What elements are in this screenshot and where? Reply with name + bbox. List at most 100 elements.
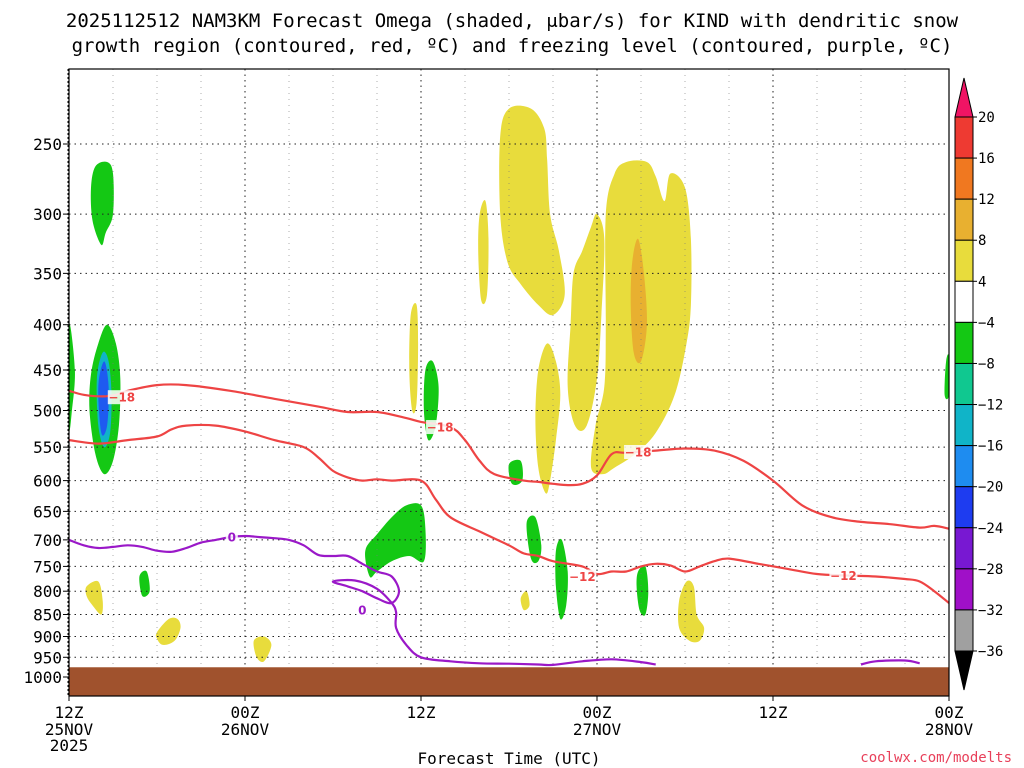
y-tick-label-8: 650 (33, 502, 62, 521)
colorbar-swatch-0 (954, 116, 974, 159)
colorbar-swatch-8 (954, 445, 974, 488)
omega-region-10 (555, 538, 568, 620)
x-tick-label-5-0: 00Z (935, 703, 964, 722)
plot-area: −18 −18 −18 −12 −12 0 0 (69, 69, 949, 696)
y-tick-label-7: 600 (33, 472, 62, 491)
colorbar-swatch-4 (954, 280, 974, 323)
colorbar-swatch-12 (954, 609, 974, 652)
colorbar-label-11: −28 (978, 562, 1003, 578)
contour-label-bg-1 (426, 420, 455, 435)
omega-region-3 (98, 361, 109, 436)
x-tick-label-0-1: 25NOV (45, 720, 94, 739)
contour-0 (69, 383, 949, 530)
colorbar-label-4: 4 (978, 274, 986, 290)
omega-region-5 (139, 570, 150, 597)
omega-region-11 (636, 565, 649, 616)
y-tick-label-5: 500 (33, 402, 62, 421)
colorbar-label-7: −12 (978, 398, 1003, 414)
y-tick-label-2: 350 (33, 264, 62, 283)
omega-region-23 (678, 580, 705, 643)
x-tick-label-1-1: 26NOV (221, 720, 270, 739)
y-tick-label-12: 850 (33, 606, 62, 625)
contour-3 (860, 659, 920, 666)
colorbar-label-8: −16 (978, 439, 1003, 455)
omega-shading-layer (69, 105, 949, 663)
x-tick-label-0-2: 2025 (50, 736, 89, 755)
omega-region-21 (253, 636, 272, 663)
contour-label-0: −18 (108, 391, 135, 405)
colorbar-label-5: −4 (978, 315, 995, 331)
y-tick-label-15: 1000 (23, 668, 62, 687)
ground-surface (69, 667, 949, 696)
colorbar-swatch-5 (954, 321, 974, 364)
x-axis-label: Forecast Time (UTC) (417, 749, 600, 768)
omega-region-9 (526, 515, 542, 564)
omega-region-7 (365, 503, 426, 578)
contour-label-1: −18 (427, 421, 454, 435)
omega-region-0 (90, 161, 114, 246)
colorbar-label-10: −24 (978, 521, 1003, 537)
plot-frame (68, 68, 950, 697)
omega-region-12 (944, 354, 949, 400)
contour-label-6: 0 (358, 603, 366, 617)
omega-region-22 (520, 591, 530, 611)
contour-label-4: −12 (830, 569, 857, 583)
omega-region-15 (409, 302, 419, 414)
colorbar-swatch-2 (954, 198, 974, 241)
colorbar-label-9: −20 (978, 480, 1003, 496)
colorbar-swatch-3 (954, 239, 974, 282)
colorbar-label-12: −32 (978, 603, 1003, 619)
y-tick-label-11: 800 (33, 582, 62, 601)
colorbar-label-1: 16 (978, 151, 995, 167)
y-tick-label-3: 400 (33, 316, 62, 335)
omega-region-24 (630, 238, 647, 364)
contour-label-bg-5 (225, 530, 238, 545)
colorbar-label-3: 8 (978, 233, 986, 249)
contour-label-3: −12 (569, 570, 596, 584)
colorbar-swatch-11 (954, 568, 974, 611)
colorbar-bottom-arrow (954, 650, 974, 691)
contour-label-bg-0 (107, 390, 136, 405)
colorbar-swatch-7 (954, 404, 974, 447)
contour-label-layer: −18 −18 −18 −12 −12 0 0 (107, 390, 858, 617)
contour-layer (69, 383, 949, 667)
x-tick-label-0-0: 12Z (55, 703, 84, 722)
contour-label-bg-2 (624, 445, 653, 460)
chart-title: 2025112512 NAM3KM Forecast Omega (shaded… (66, 10, 959, 32)
y-tick-label-6: 550 (33, 438, 62, 457)
omega-region-16 (535, 343, 561, 494)
colorbar-swatch-10 (954, 527, 974, 570)
x-tick-label-2-0: 12Z (407, 703, 436, 722)
x-tick-label-1-0: 00Z (231, 703, 260, 722)
y-axis-ticks: 250 300 350 400 450 500 550 600 650 700 750 800 850 9… (23, 135, 69, 687)
x-tick-label-3-0: 00Z (583, 703, 612, 722)
colorbar-label-2: 12 (978, 192, 995, 208)
contour-label-bg-6 (356, 602, 369, 617)
colorbar-swatch-9 (954, 486, 974, 529)
colorbar: 20 16 12 8 4 −4 −8 −12 −16 −20 −24 −28 −32 −36 (954, 77, 1003, 691)
contour-label-5: 0 (228, 531, 236, 545)
colorbar-label-13: −36 (978, 644, 1003, 660)
omega-region-4 (69, 323, 75, 431)
y-tick-label-9: 700 (33, 531, 62, 550)
contour-label-bg-4 (829, 568, 858, 583)
y-tick-label-0: 250 (33, 135, 62, 154)
colorbar-label-0: 20 (978, 110, 995, 126)
omega-region-14 (478, 200, 489, 305)
x-tick-label-3-1: 27NOV (573, 720, 622, 739)
x-tick-label-5-1: 28NOV (925, 720, 974, 739)
contour-2 (69, 534, 656, 667)
omega-region-20 (155, 617, 181, 645)
y-tick-label-1: 300 (33, 205, 62, 224)
credit-text: coolwx.com/modelts (860, 750, 1012, 766)
omega-region-17 (567, 213, 605, 431)
contour-1 (69, 423, 949, 604)
contour-label-2: −18 (625, 446, 652, 460)
chart-subtitle: growth region (contoured, red, ºC) and f… (72, 35, 953, 57)
contour-label-bg-3 (568, 569, 597, 584)
y-tick-label-13: 900 (33, 627, 62, 646)
omega-region-13 (499, 105, 565, 316)
omega-region-19 (85, 580, 103, 615)
